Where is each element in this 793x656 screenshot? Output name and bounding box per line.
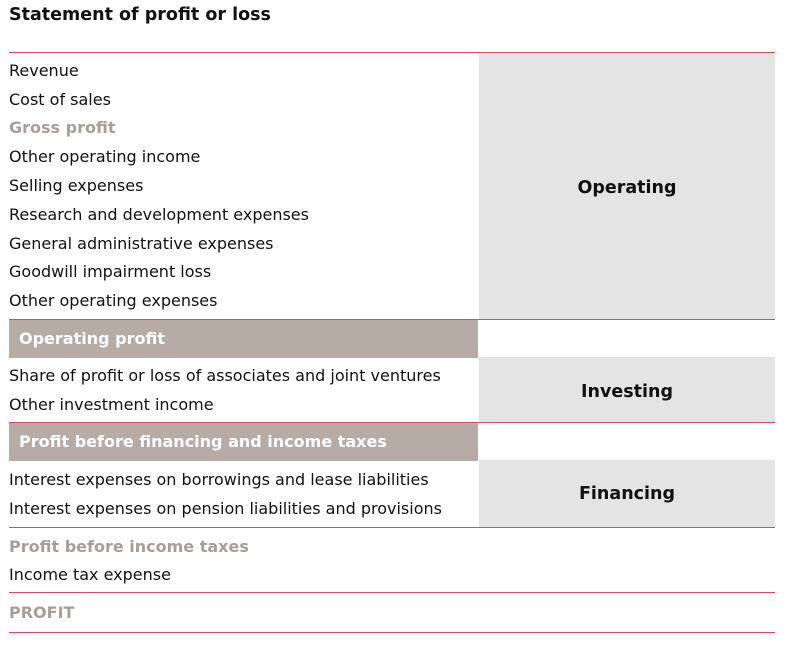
category-financing: Financing [578, 484, 676, 504]
line-item-general-administrative: General administrative expenses [9, 234, 274, 253]
divider [9, 52, 775, 53]
line-item-goodwill-impairment: Goodwill impairment loss [9, 262, 212, 281]
financing-shade [479, 460, 775, 527]
subtotal-profit-before-income-taxes: Profit before income taxes [9, 537, 249, 556]
divider [9, 422, 775, 423]
page-title: Statement of profit or loss [9, 5, 271, 25]
divider [9, 592, 775, 593]
line-item-selling-expenses: Selling expenses [9, 176, 144, 195]
line-item-other-operating-income: Other operating income [9, 147, 201, 166]
total-profit: PROFIT [9, 603, 75, 622]
operating-shade [479, 53, 775, 319]
subtotal-gross-profit: Gross profit [9, 118, 116, 137]
investing-shade [479, 357, 775, 422]
line-item-other-operating-expenses: Other operating expenses [9, 291, 218, 310]
divider [9, 632, 775, 633]
divider [9, 527, 775, 528]
line-item-share-of-associates: Share of profit or loss of associates an… [9, 366, 441, 385]
category-operating: Operating [577, 178, 677, 198]
line-item-income-tax-expense: Income tax expense [9, 565, 171, 584]
line-item-revenue: Revenue [9, 61, 79, 80]
line-item-interest-borrowings: Interest expenses on borrowings and leas… [9, 470, 429, 489]
line-item-interest-pension: Interest expenses on pension liabilities… [9, 499, 442, 518]
line-item-other-investment-income: Other investment income [9, 395, 214, 414]
line-item-research-development: Research and development expenses [9, 205, 309, 224]
divider [9, 319, 775, 320]
subtotal-profit-before-financing: Profit before financing and income taxes [9, 423, 478, 461]
category-investing: Investing [580, 382, 673, 402]
subtotal-operating-profit: Operating profit [9, 320, 478, 358]
line-item-cost-of-sales: Cost of sales [9, 90, 111, 109]
